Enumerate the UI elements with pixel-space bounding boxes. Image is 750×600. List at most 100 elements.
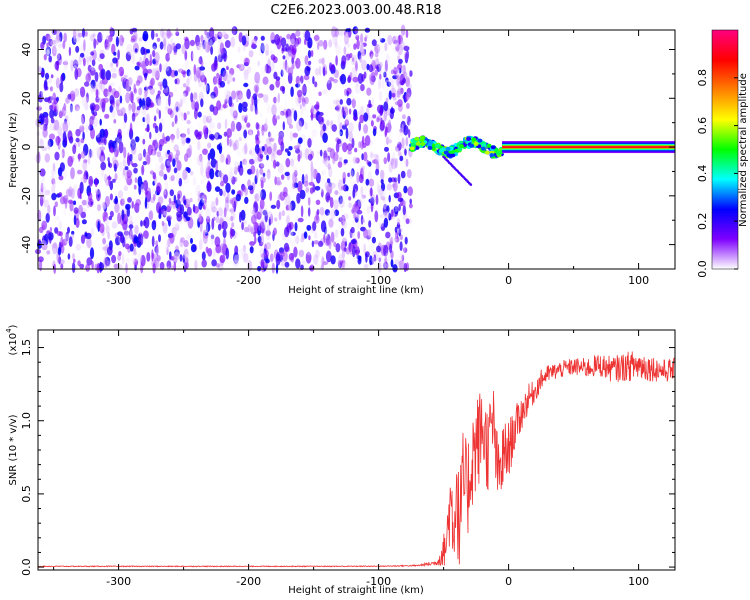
speckle-cell xyxy=(262,76,269,85)
speckle-cell xyxy=(211,206,218,213)
speckle-cell xyxy=(93,38,97,49)
speckle-cell xyxy=(353,43,357,50)
speckle-cell xyxy=(295,75,301,85)
speckle-cell xyxy=(396,135,401,145)
speckle-cell xyxy=(102,211,108,222)
speckle-cell xyxy=(175,121,179,128)
speckle-cell xyxy=(59,82,64,93)
speckle-cell xyxy=(102,237,106,245)
emerging-signal-cell xyxy=(480,146,486,151)
speckle-cell xyxy=(372,114,377,119)
y-tick-label: 20 xyxy=(20,91,33,105)
speckle-cell xyxy=(50,74,54,79)
speckle-cell xyxy=(184,253,190,264)
speckle-cell xyxy=(142,138,146,145)
speckle-cell xyxy=(282,250,288,262)
speckle-cell xyxy=(217,122,222,130)
speckle-cell xyxy=(302,156,306,161)
speckle-cell xyxy=(374,52,379,58)
speckle-cell xyxy=(254,236,257,244)
speckle-cell xyxy=(51,243,57,249)
speckle-cell xyxy=(273,227,277,236)
speckle-cell xyxy=(230,215,234,222)
speckle-cell xyxy=(363,124,369,134)
speckle-cell xyxy=(361,165,365,170)
speckle-cell xyxy=(40,182,44,193)
speckle-cell xyxy=(162,132,165,144)
speckle-cell xyxy=(268,131,271,138)
speckle-cell xyxy=(89,55,92,63)
speckle-cell xyxy=(396,75,400,87)
speckle-cell xyxy=(219,170,222,178)
speckle-cell xyxy=(210,158,217,168)
speckle-cell xyxy=(59,109,62,118)
speckle-cell xyxy=(232,110,238,119)
speckle-cell xyxy=(257,60,260,67)
speckle-cell xyxy=(405,78,410,87)
speckle-cell xyxy=(290,38,296,46)
speckle-cell xyxy=(307,207,311,217)
speckle-cell xyxy=(400,120,407,133)
speckle-cell xyxy=(70,167,75,180)
speckle-cell xyxy=(232,110,238,121)
speckle-cell xyxy=(262,172,266,177)
speckle-cell xyxy=(144,73,147,81)
speckle-cell xyxy=(399,241,403,252)
speckle-cell xyxy=(380,190,386,198)
speckle-cell xyxy=(173,194,177,204)
speckle-cell xyxy=(158,213,162,220)
speckle-cell xyxy=(295,57,301,69)
speckle-cell xyxy=(225,94,229,100)
speckle-cell xyxy=(269,76,275,85)
speckle-cell xyxy=(164,231,169,238)
speckle-cell xyxy=(398,228,402,237)
speckle-cell xyxy=(331,124,337,132)
speckle-cell xyxy=(180,112,184,117)
speckle-cell xyxy=(224,98,228,105)
speckle-cell xyxy=(231,176,236,185)
speckle-cell xyxy=(166,260,172,269)
speckle-cell xyxy=(253,201,259,213)
speckle-cell xyxy=(187,194,193,206)
speckle-cell xyxy=(259,198,265,210)
speckle-cell xyxy=(313,254,319,265)
speckle-cell xyxy=(204,201,209,208)
speckle-cell xyxy=(51,192,57,201)
speckle-cell xyxy=(341,106,345,118)
speckle-cell xyxy=(97,57,102,62)
speckle-cell xyxy=(288,229,294,237)
x-tick-label: 100 xyxy=(628,575,649,588)
speckle-cell xyxy=(390,209,394,218)
speckle-cell xyxy=(84,100,89,111)
speckle-cell xyxy=(314,185,321,191)
speckle-cell xyxy=(52,162,56,172)
speckle-cell xyxy=(127,197,132,203)
speckle-cell xyxy=(373,153,379,159)
speckle-cell xyxy=(326,195,331,201)
speckle-cell xyxy=(409,198,413,205)
speckle-cell xyxy=(141,105,147,116)
speckle-cell xyxy=(96,147,102,159)
speckle-cell xyxy=(385,59,388,72)
speckle-cell xyxy=(125,262,128,274)
speckle-cell xyxy=(348,130,353,142)
speckle-cell xyxy=(383,101,389,112)
speckle-cell xyxy=(361,194,366,199)
speckle-cell xyxy=(398,259,405,270)
speckle-cell xyxy=(401,123,404,135)
speckle-cell xyxy=(238,248,245,259)
speckle-cell xyxy=(192,176,197,186)
emerging-signal-cell xyxy=(458,144,464,149)
speckle-cell xyxy=(229,138,232,148)
speckle-cell xyxy=(121,169,128,179)
speckle-cell xyxy=(230,120,236,132)
speckle-cell xyxy=(335,260,341,271)
speckle-cell xyxy=(276,199,281,210)
speckle-cell xyxy=(209,195,214,201)
speckle-cell xyxy=(131,112,136,122)
speckle-cell xyxy=(109,193,113,201)
speckle-cell xyxy=(53,205,56,217)
speckle-cell xyxy=(51,29,57,35)
speckle-cell xyxy=(69,90,76,102)
speckle-cell xyxy=(55,35,62,43)
